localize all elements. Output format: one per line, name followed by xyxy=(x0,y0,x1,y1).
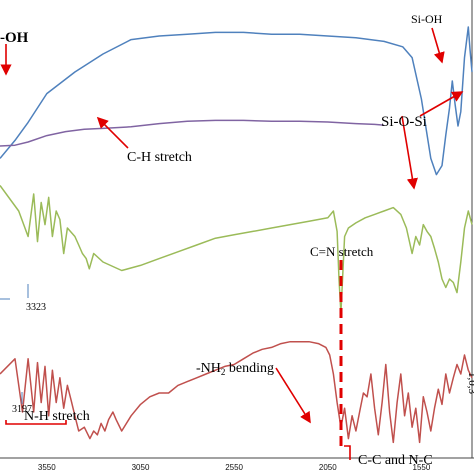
x-tick-label-3550: 3550 xyxy=(38,463,56,472)
siosi-arrow-left xyxy=(401,115,418,190)
peak-3197-label: 3197 xyxy=(12,404,32,415)
nh2-prefix: -NH xyxy=(196,361,221,376)
series-layer xyxy=(0,26,473,444)
x-tick-label-3050: 3050 xyxy=(132,463,150,472)
cn-label: C=N stretch xyxy=(310,244,374,259)
ch-arrow xyxy=(96,116,129,149)
peak-3323-label: 3323 xyxy=(26,302,46,313)
annotation-arrows xyxy=(0,27,464,460)
sioh-label: Si-OH xyxy=(411,12,443,26)
nh-bracket xyxy=(5,420,67,425)
cc-bracket xyxy=(344,445,351,460)
series-line-1 xyxy=(0,26,473,176)
peak-markers xyxy=(0,284,29,404)
series-line-3 xyxy=(0,185,473,314)
nh2-subscript: 2 xyxy=(221,367,226,377)
nh2-arrow xyxy=(275,367,311,424)
right-axis-edge-label: 1,0,3 xyxy=(466,372,474,395)
ch-label: C-H stretch xyxy=(127,150,192,165)
cc-label: C-C and N-C xyxy=(358,453,433,468)
nh-label: N-H stretch xyxy=(24,409,90,424)
nh2-suffix: bending xyxy=(225,361,274,376)
x-tick-layer: 3550 3050 2550 2050 1550 xyxy=(38,463,431,472)
oh-label: -OH xyxy=(0,30,29,46)
x-tick-label-2050: 2050 xyxy=(319,463,337,472)
nh2-label: -NH2 bending xyxy=(196,361,274,377)
siosi-label: Si-O-Si xyxy=(381,114,427,130)
sioh-arrow xyxy=(431,27,445,64)
x-tick-label-1550: 1550 xyxy=(413,463,431,472)
x-tick-label-2550: 2550 xyxy=(225,463,243,472)
series-line-4 xyxy=(0,340,473,444)
series-line-2 xyxy=(0,119,385,147)
siosi-arrow-right xyxy=(419,91,464,117)
